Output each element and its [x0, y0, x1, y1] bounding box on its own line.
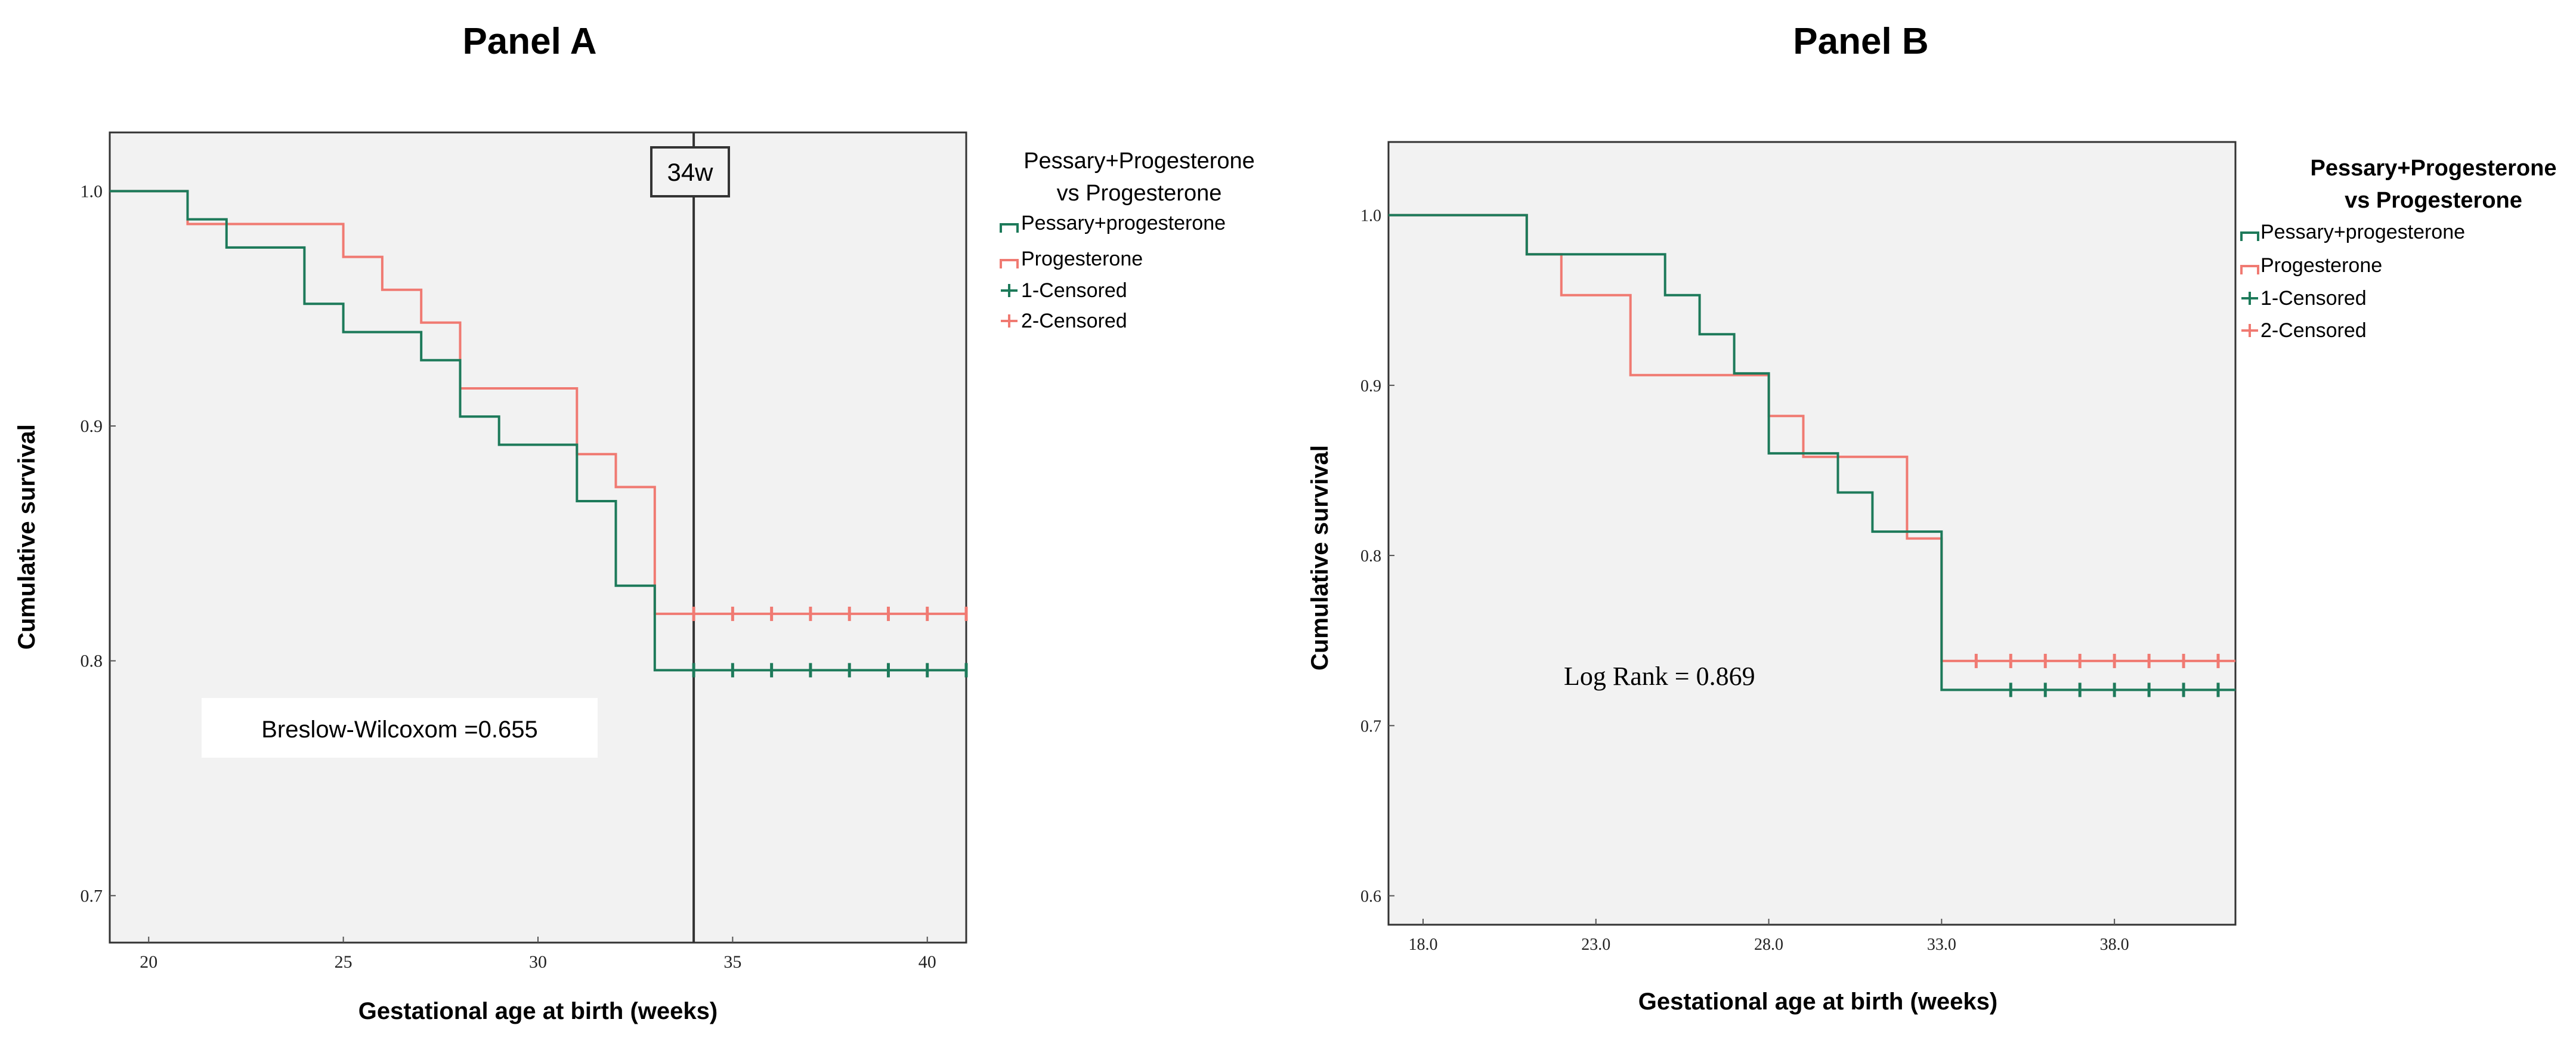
panel-a-legend-swatch-censored-1	[1001, 284, 1018, 297]
panel-b-legend-label-censored-2: 2-Censored	[2260, 319, 2367, 342]
panel-b-y-tick-label: 1.0	[1360, 207, 1381, 226]
panel-a-annotation-box	[202, 698, 598, 758]
panel-b-legend-swatch-censored-2	[2241, 324, 2258, 337]
panel-b-legend-label-pessary: Pessary+progesterone	[2260, 221, 2465, 243]
panel-a-x-axis-label: Gestational age at birth (weeks)	[358, 998, 718, 1024]
panel-a-annotation: Breslow-Wilcoxom =0.655	[261, 717, 538, 743]
panel-a-legend-title-line-2: vs Progesterone	[1057, 181, 1222, 206]
panel-a-legend-label-pessary: Pessary+progesterone	[1021, 212, 1226, 234]
panel-a-ticks: 0.7 0.8 0.9 1.0 20 25 30 35 40	[81, 181, 936, 972]
panel-b-legend-title-line-1: Pessary+Progesterone	[2311, 156, 2557, 181]
panel-a-curve-progesterone	[110, 190, 966, 615]
panel-a: Panel A 0.7 0.8 0.9 1.0 20 25 30 35 40 Cumulativ…	[14, 21, 1255, 1024]
panel-a-34w-box	[650, 146, 730, 197]
panel-a-x-tick-label: 20	[140, 952, 157, 972]
panel-b-series	[1388, 214, 2235, 697]
panel-b-title: Panel B	[1793, 21, 1928, 62]
panel-b-y-tick-label: 0.7	[1360, 717, 1381, 736]
panel-a-x-tick-label: 30	[529, 952, 547, 972]
panel-a-legend-label-censored-1: 1-Censored	[1021, 279, 1127, 302]
panel-a-legend-label-censored-2: 2-Censored	[1021, 310, 1127, 332]
panel-a-legend-title-line-1: Pessary+Progesterone	[1023, 149, 1255, 174]
panel-b-x-tick-label: 28.0	[1754, 935, 1783, 954]
panel-b-legend-label-censored-1: 1-Censored	[2260, 287, 2367, 310]
panel-a-series	[110, 132, 968, 943]
panel-a-title: Panel A	[462, 21, 596, 62]
panel-a-y-tick-label: 0.8	[81, 651, 103, 671]
panel-a-legend-label-progesterone: Progesterone	[1021, 248, 1143, 270]
panel-b-x-tick-label: 33.0	[1927, 935, 1956, 954]
panel-a-curve-pessary	[110, 190, 966, 672]
panel-b-legend: Pessary+Progesterone vs Progesterone Pes…	[2240, 156, 2557, 342]
panel-b-x-axis-label: Gestational age at birth (weeks)	[1638, 989, 1997, 1015]
panel-b-x-tick-label: 23.0	[1581, 935, 1610, 954]
panel-a-y-tick-label: 1.0	[81, 181, 103, 201]
panel-b-x-tick-label: 38.0	[2100, 935, 2129, 954]
panel-b-legend-swatch-progesterone	[2240, 265, 2259, 274]
panel-a-x-tick-label: 35	[723, 952, 741, 972]
panel-b-y-tick-label: 0.9	[1360, 377, 1381, 396]
panel-b-legend-swatch-censored-1	[2241, 292, 2258, 305]
panel-a-plot-area	[109, 131, 967, 944]
panel-b-y-axis-label: Cumulative survival	[1307, 445, 1333, 671]
panel-b: Panel B 0.6 0.7 0.8 0.9 1.0 18.0 23.0 28.0 33.0 3…	[1307, 21, 2556, 1015]
panel-a-legend-swatch-progesterone	[1000, 259, 1019, 268]
panel-a-legend: Pessary+Progesterone vs Progesterone Pes…	[1000, 149, 1255, 332]
panel-b-legend-title-line-2: vs Progesterone	[2345, 188, 2522, 213]
panel-b-x-tick-label: 18.0	[1408, 935, 1437, 954]
panel-a-x-tick-label: 40	[919, 952, 936, 972]
panel-b-y-tick-label: 0.6	[1360, 888, 1381, 906]
panel-a-legend-swatch-censored-2	[1001, 314, 1018, 328]
panel-a-y-tick-label: 0.9	[81, 416, 103, 436]
panel-a-x-tick-label: 25	[335, 952, 352, 972]
panel-b-legend-swatch-pessary	[2240, 231, 2259, 241]
panel-a-34w-label: 34w	[667, 158, 713, 186]
panel-a-y-axis-label: Cumulative survival	[14, 424, 40, 650]
panel-b-curve-pessary	[1388, 214, 2235, 691]
panel-a-legend-swatch-pessary	[1000, 223, 1019, 233]
panel-b-annotation: Log Rank = 0.869	[1564, 662, 1755, 691]
panel-b-plot-area	[1387, 141, 2237, 926]
panel-b-legend-label-progesterone: Progesterone	[2260, 254, 2382, 277]
panel-b-ticks: 0.6 0.7 0.8 0.9 1.0 18.0 23.0 28.0 33.0 38.0	[1360, 207, 2129, 954]
panel-b-y-tick-label: 0.8	[1360, 547, 1381, 566]
panel-a-y-tick-label: 0.7	[81, 886, 103, 906]
